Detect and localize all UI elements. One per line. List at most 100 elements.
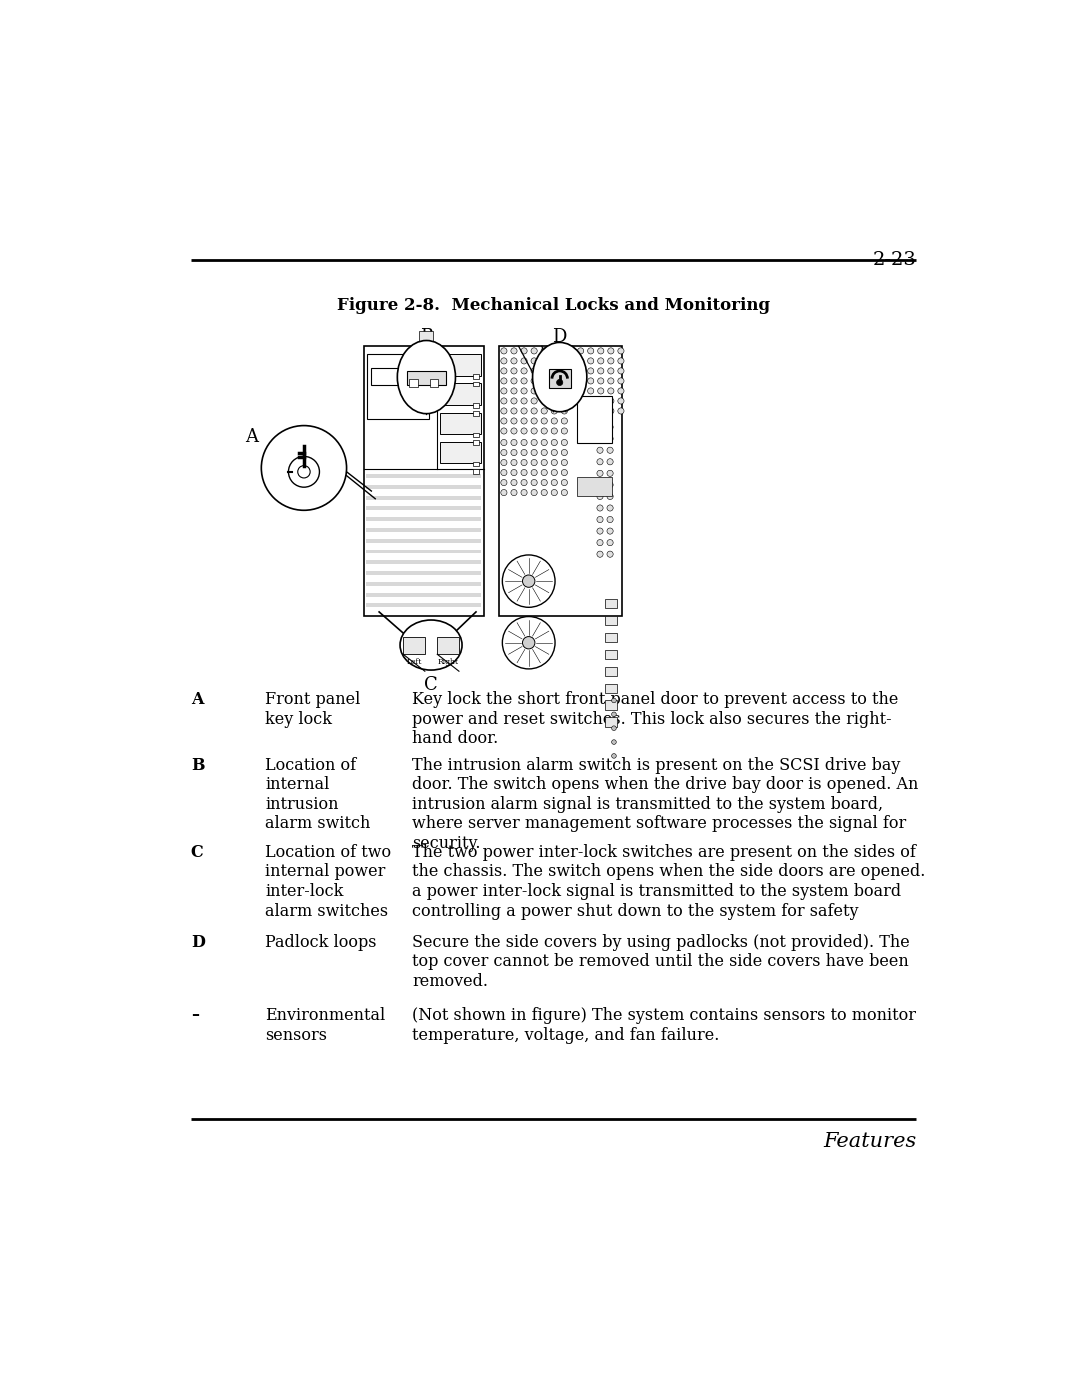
Circle shape <box>578 348 583 353</box>
Circle shape <box>551 489 557 496</box>
Text: Secure the side covers by using padlocks (not provided). The
top cover cannot be: Secure the side covers by using padlocks… <box>413 933 910 990</box>
Circle shape <box>501 358 507 365</box>
Bar <box>372 367 414 384</box>
Text: C: C <box>424 676 437 694</box>
Bar <box>366 604 482 608</box>
Bar <box>366 496 482 500</box>
Circle shape <box>597 436 603 441</box>
Bar <box>441 353 481 376</box>
Circle shape <box>511 427 517 434</box>
Circle shape <box>608 358 613 365</box>
Circle shape <box>607 425 613 430</box>
Circle shape <box>607 436 613 441</box>
Circle shape <box>551 358 557 365</box>
Text: (Not shown in figure) The system contains sensors to monitor
temperature, voltag: (Not shown in figure) The system contain… <box>413 1007 917 1044</box>
Text: C: C <box>191 844 203 861</box>
Circle shape <box>531 377 537 384</box>
Circle shape <box>588 388 594 394</box>
Circle shape <box>541 450 548 455</box>
Circle shape <box>611 698 617 703</box>
Circle shape <box>501 427 507 434</box>
Circle shape <box>597 367 604 374</box>
Bar <box>577 397 611 443</box>
Bar <box>605 650 617 659</box>
Circle shape <box>521 388 527 394</box>
Circle shape <box>562 418 567 425</box>
Circle shape <box>521 398 527 404</box>
Circle shape <box>588 358 594 365</box>
Circle shape <box>501 408 507 414</box>
Circle shape <box>298 465 310 478</box>
Circle shape <box>562 489 567 496</box>
Circle shape <box>551 388 557 394</box>
Circle shape <box>531 450 537 455</box>
Circle shape <box>501 479 507 486</box>
Circle shape <box>608 377 613 384</box>
Circle shape <box>618 377 624 384</box>
Circle shape <box>588 408 594 414</box>
Bar <box>473 374 480 379</box>
Text: B: B <box>420 328 433 346</box>
Bar <box>407 372 446 384</box>
Circle shape <box>597 539 603 546</box>
Circle shape <box>541 479 548 486</box>
Text: D: D <box>191 933 205 951</box>
Circle shape <box>541 427 548 434</box>
Circle shape <box>541 440 548 446</box>
Circle shape <box>541 348 548 353</box>
Circle shape <box>608 388 613 394</box>
Circle shape <box>551 450 557 455</box>
Circle shape <box>597 504 603 511</box>
Text: Location of
internal
intrusion
alarm switch: Location of internal intrusion alarm swi… <box>266 757 370 833</box>
Circle shape <box>562 427 567 434</box>
Circle shape <box>607 493 613 500</box>
Text: Front panel
key lock: Front panel key lock <box>266 692 361 728</box>
Text: The intrusion alarm switch is present on the SCSI drive bay
door. The switch ope: The intrusion alarm switch is present on… <box>413 757 919 852</box>
Circle shape <box>501 377 507 384</box>
Circle shape <box>521 418 527 425</box>
Circle shape <box>611 740 617 745</box>
Circle shape <box>511 489 517 496</box>
Circle shape <box>521 408 527 414</box>
Circle shape <box>618 398 624 404</box>
Circle shape <box>541 408 548 414</box>
Text: A: A <box>245 427 258 446</box>
Circle shape <box>597 471 603 476</box>
Circle shape <box>578 377 583 384</box>
Bar <box>430 379 438 387</box>
Circle shape <box>521 450 527 455</box>
Circle shape <box>597 493 603 500</box>
Circle shape <box>607 482 613 488</box>
Text: B: B <box>191 757 204 774</box>
Text: Environmental
sensors: Environmental sensors <box>266 1007 386 1044</box>
Circle shape <box>551 398 557 404</box>
Circle shape <box>531 358 537 365</box>
Circle shape <box>511 408 517 414</box>
Circle shape <box>501 469 507 475</box>
Circle shape <box>502 555 555 608</box>
Circle shape <box>562 348 567 353</box>
Circle shape <box>521 479 527 486</box>
Ellipse shape <box>400 620 462 671</box>
Circle shape <box>562 440 567 446</box>
Circle shape <box>531 489 537 496</box>
Circle shape <box>551 408 557 414</box>
Bar <box>473 433 480 437</box>
Bar <box>605 683 617 693</box>
Circle shape <box>511 469 517 475</box>
Circle shape <box>618 348 624 353</box>
Circle shape <box>562 469 567 475</box>
Bar <box>367 353 429 419</box>
Circle shape <box>611 712 617 717</box>
Circle shape <box>551 377 557 384</box>
Circle shape <box>588 348 594 353</box>
Circle shape <box>607 550 613 557</box>
Circle shape <box>531 348 537 353</box>
Circle shape <box>511 450 517 455</box>
Text: Right: Right <box>437 658 459 666</box>
Circle shape <box>541 377 548 384</box>
Circle shape <box>597 528 603 534</box>
Circle shape <box>511 388 517 394</box>
Circle shape <box>607 458 613 465</box>
Bar <box>437 637 459 654</box>
